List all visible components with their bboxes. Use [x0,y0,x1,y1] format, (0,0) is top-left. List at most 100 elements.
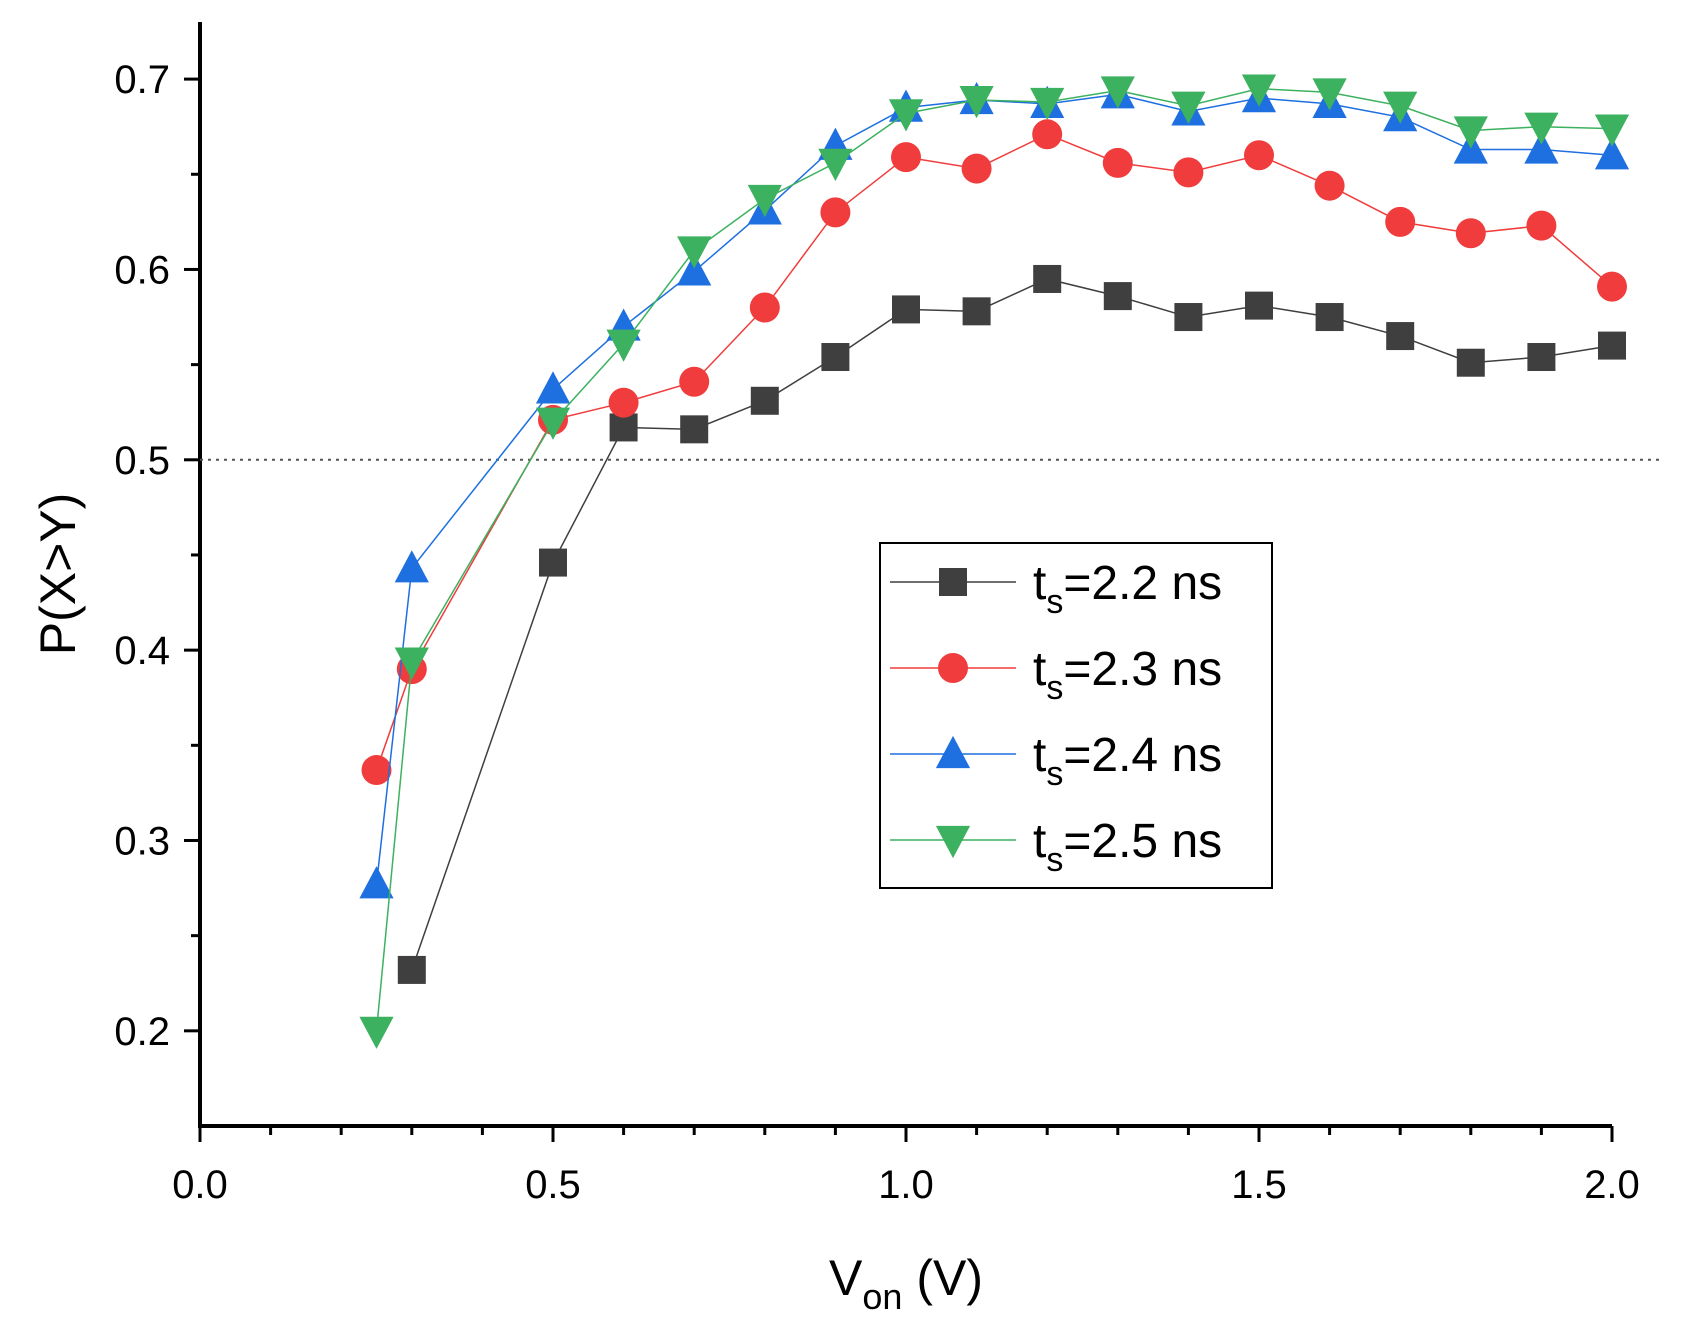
data-point [1524,131,1559,164]
legend-label: ts=2.2 ns [1033,557,1222,621]
data-point [680,415,709,444]
legend-item-4: ts=2.5 ns [890,815,1222,879]
legend-marker [935,825,971,859]
legend-label: ts=2.5 ns [1033,815,1222,879]
data-point [394,550,429,583]
data-point [750,386,779,415]
data-point [1033,264,1062,293]
x-tick-label: 2.0 [1584,1163,1640,1207]
legend-label-rest: =2.5 ns [1063,815,1222,868]
x-axis-title-main: V [829,1250,863,1306]
data-point [1314,170,1345,201]
legend-label: ts=2.4 ns [1033,729,1222,793]
data-point [608,387,639,418]
data-point [1241,74,1277,107]
legend-label-sub: s [1046,841,1063,879]
data-point [961,153,992,184]
data-point [535,407,571,440]
legend-item-3: ts=2.4 ns [890,729,1222,793]
data-point [1244,140,1274,171]
data-point [539,548,567,577]
x-axis-title-suffix: (V) [902,1250,983,1306]
data-point [821,343,850,372]
data-point [1385,206,1416,237]
data-point [818,148,853,181]
legend-label-sub: s [1046,583,1063,621]
legend-label-sub: s [1046,669,1063,707]
y-tick-label: 0.2 [114,1010,170,1054]
legend-marker [939,568,967,596]
data-point [749,292,780,323]
legend-label: ts=2.3 ns [1033,643,1222,707]
data-point [1594,137,1630,170]
x-tick-label: 1.0 [878,1163,934,1207]
data-point [888,99,924,132]
data-point [677,253,712,286]
data-point [361,755,392,786]
legend-label-rest: =2.4 ns [1063,729,1222,782]
data-point [1100,76,1135,109]
data-point [609,413,638,442]
data-point [394,647,429,680]
data-point [1526,210,1557,241]
series-2 [361,119,1627,786]
legend-label-rest: =2.3 ns [1063,643,1222,696]
data-point [1455,218,1486,249]
y-tick-label: 0.3 [114,819,170,863]
data-point [1173,157,1204,188]
data-point [962,297,991,326]
data-point [1245,291,1273,320]
x-axis-title: Von (V) [829,1250,983,1317]
x-tick-label: 1.5 [1231,1163,1287,1207]
data-point [820,197,851,228]
y-axis-title: P(X>Y) [30,493,86,656]
x-axis-title-sub: on [862,1276,902,1317]
plot-area [359,74,1630,1049]
data-point [1171,91,1206,124]
data-point [1456,348,1485,377]
legend-label-sub: s [1046,755,1063,793]
legend-label-rest: =2.2 ns [1063,557,1222,610]
series-1 [397,264,1626,984]
x-tick-label: 0.0 [172,1163,228,1207]
y-tick-label: 0.6 [114,248,170,292]
legend-marker [935,735,971,769]
y-tick-label: 0.7 [114,58,170,102]
data-point [1103,282,1132,311]
data-point [1030,87,1065,121]
legend-label-main: t [1033,643,1046,696]
data-point [359,866,394,899]
data-point [1598,331,1626,360]
series-4 [359,74,1630,1049]
data-point [359,1016,394,1049]
data-point [747,184,782,218]
data-point [1174,303,1203,332]
data-point [1315,303,1344,332]
y-tick-label: 0.5 [114,439,170,483]
data-point [1453,116,1488,149]
data-point [1527,343,1556,372]
legend-marker [938,653,968,683]
data-point [679,366,710,397]
series-line [375,87,1613,1031]
axes: 0.0 0.5 1.0 1.5 2.0 0.2 0.3 0.4 0.5 0.6 0.7 Von (V)… [30,22,1640,1317]
data-point [1383,91,1418,124]
legend-item-1: ts=2.2 ns [890,557,1222,621]
data-point [677,236,712,269]
data-point [1386,322,1415,351]
data-point [535,371,571,404]
y-tick-label: 0.4 [114,629,170,673]
legend-label-main: t [1033,729,1046,782]
data-point [1312,78,1347,111]
legend-label-main: t [1033,557,1046,610]
data-point [1524,112,1559,145]
legend-item-2: ts=2.3 ns [890,643,1222,707]
data-point [959,85,994,119]
data-point [1032,119,1063,150]
data-point [891,142,921,173]
legend-label-main: t [1033,815,1046,868]
x-tick-label: 0.5 [525,1163,581,1207]
data-point [1102,147,1133,178]
